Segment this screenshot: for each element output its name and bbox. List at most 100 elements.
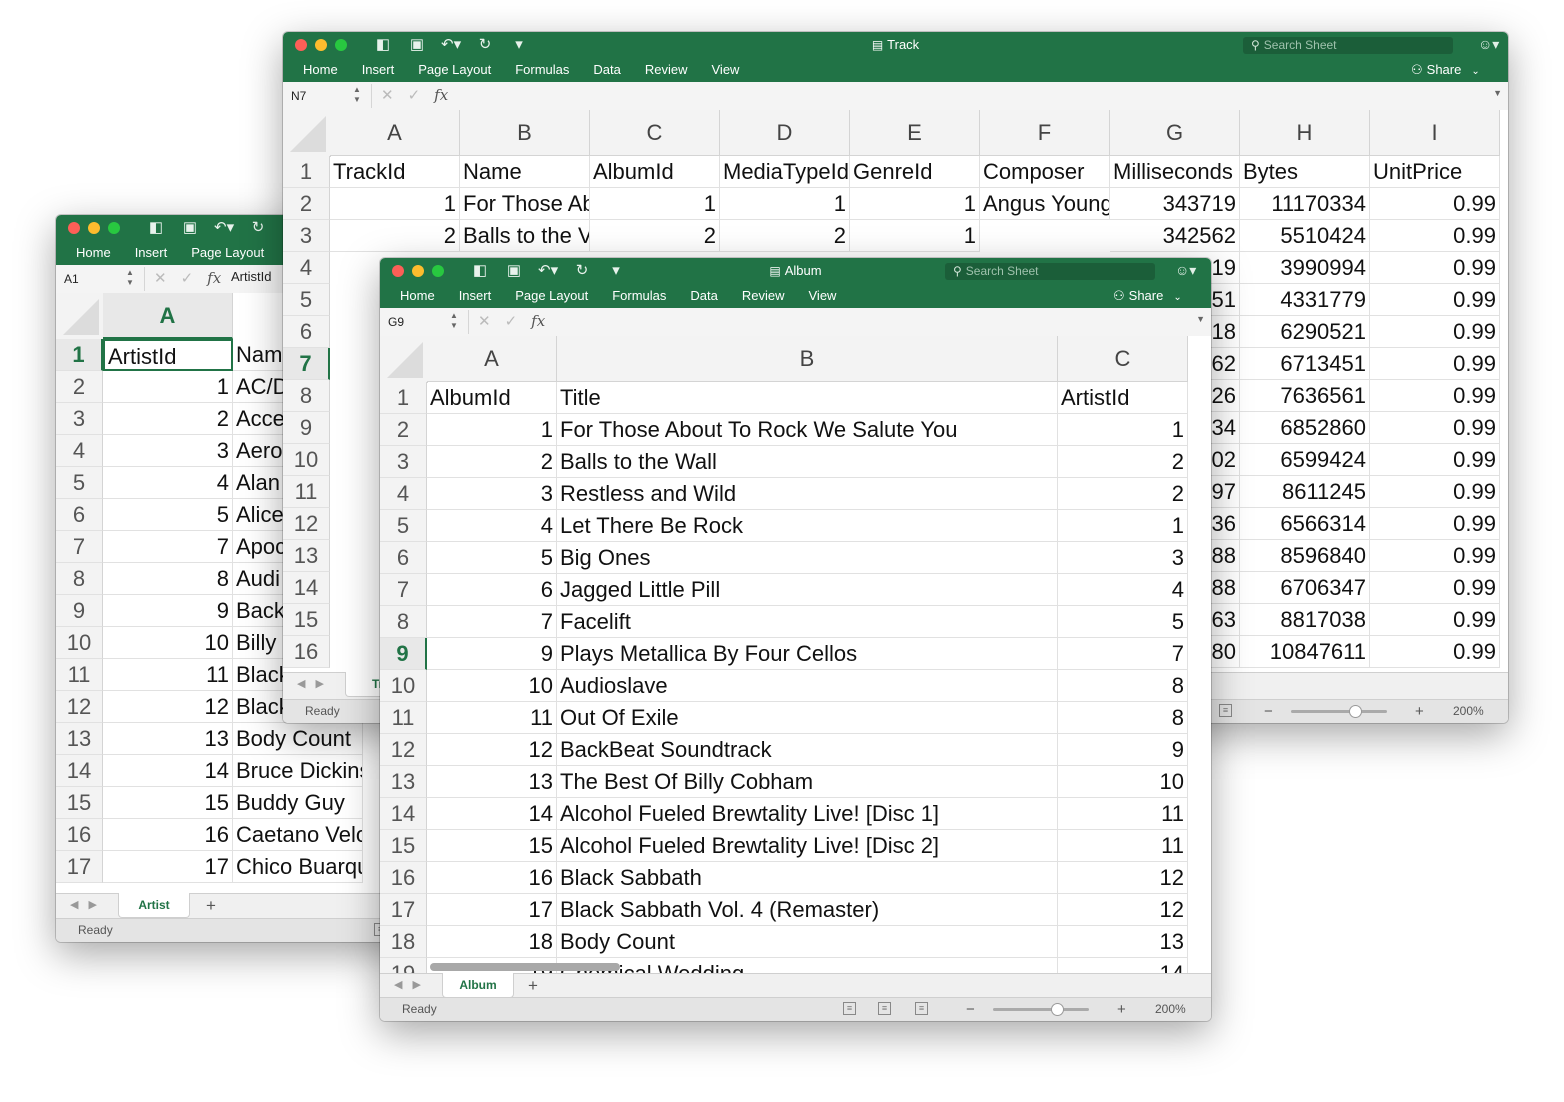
cell[interactable]: 8 <box>1058 670 1188 702</box>
row-header[interactable]: 12 <box>380 734 427 766</box>
cell[interactable]: 10 <box>103 627 233 659</box>
function-icon[interactable]: fx <box>434 86 449 104</box>
select-all-button[interactable] <box>56 293 104 340</box>
save-icon[interactable]: ▣ <box>506 262 522 279</box>
close-button[interactable] <box>295 39 307 51</box>
row-header[interactable]: 2 <box>380 414 427 446</box>
cell[interactable]: 1 <box>590 188 720 220</box>
redo-icon[interactable]: ↻ <box>251 219 265 236</box>
row-header[interactable]: 6 <box>380 542 427 574</box>
sheet-tab-artist[interactable]: Artist <box>118 893 190 918</box>
row-header[interactable]: 14 <box>283 572 330 604</box>
cell[interactable]: 4 <box>103 467 233 499</box>
zoom-out-button[interactable]: − <box>1264 703 1273 720</box>
cell[interactable]: 4 <box>427 510 557 542</box>
cell[interactable]: 6706347 <box>1240 572 1370 604</box>
cell[interactable]: Caetano Velos <box>233 819 363 851</box>
cell[interactable]: For Those About To Rock We Salute You <box>557 414 1058 446</box>
cell[interactable]: 14 <box>103 755 233 787</box>
cell[interactable]: 0.99 <box>1370 636 1500 668</box>
cell[interactable]: 5 <box>427 542 557 574</box>
column-header-G[interactable]: G <box>1110 110 1240 156</box>
row-header[interactable]: 1 <box>380 382 427 414</box>
row-header[interactable]: 18 <box>380 926 427 958</box>
cell[interactable]: Big Ones <box>557 542 1058 574</box>
ribbon-tab-view[interactable]: View <box>808 288 837 303</box>
row-header[interactable]: 15 <box>380 830 427 862</box>
cell[interactable]: ArtistId <box>103 339 233 371</box>
minimize-button[interactable] <box>315 39 327 51</box>
ribbon-tab-insert[interactable]: Insert <box>458 288 492 303</box>
row-header[interactable]: 2 <box>283 188 330 220</box>
zoom-button[interactable] <box>432 265 444 277</box>
row-header[interactable]: 8 <box>380 606 427 638</box>
ribbon-tab-formulas[interactable]: Formulas <box>612 288 667 303</box>
cell[interactable]: 11 <box>1058 798 1188 830</box>
cell[interactable]: 0.99 <box>1370 188 1500 220</box>
column-header-A[interactable]: A <box>427 336 557 382</box>
cell[interactable]: GenreId <box>850 156 980 188</box>
row-header[interactable]: 11 <box>56 659 103 691</box>
cell[interactable]: 0.99 <box>1370 412 1500 444</box>
zoom-in-button[interactable]: + <box>1117 1001 1126 1018</box>
row-header[interactable]: 14 <box>380 798 427 830</box>
add-sheet-button[interactable]: + <box>528 976 538 995</box>
cell[interactable]: 342562 <box>1110 220 1240 252</box>
zoom-button[interactable] <box>108 222 120 234</box>
row-header[interactable]: 16 <box>56 819 103 851</box>
close-button[interactable] <box>68 222 80 234</box>
cell[interactable]: 1 <box>427 414 557 446</box>
cell[interactable]: 8596840 <box>1240 540 1370 572</box>
cell[interactable]: 12 <box>427 734 557 766</box>
cell[interactable]: 7 <box>103 531 233 563</box>
ribbon-tab-page-layout[interactable]: Page Layout <box>191 245 265 260</box>
cell[interactable]: 7636561 <box>1240 380 1370 412</box>
cell[interactable]: 2 <box>330 220 460 252</box>
zoom-in-button[interactable]: + <box>1415 703 1424 720</box>
cell[interactable]: 0.99 <box>1370 220 1500 252</box>
cell[interactable]: 11 <box>103 659 233 691</box>
cell[interactable]: 1 <box>330 188 460 220</box>
chevron-down-icon[interactable]: ⌄ <box>1173 292 1182 303</box>
zoom-out-button[interactable]: − <box>966 1001 975 1018</box>
cell[interactable]: 12 <box>103 691 233 723</box>
column-header-A[interactable]: A <box>330 110 460 156</box>
name-box[interactable]: A1 <box>64 272 79 286</box>
row-header[interactable]: 13 <box>283 540 330 572</box>
undo-icon[interactable]: ↶▾ <box>441 36 462 53</box>
cell[interactable]: UnitPrice <box>1370 156 1500 188</box>
feedback-smiley-icon[interactable]: ☺▾ <box>1175 262 1197 278</box>
cell[interactable]: 2 <box>1058 478 1188 510</box>
minimize-button[interactable] <box>88 222 100 234</box>
chevron-down-icon[interactable]: ⌄ <box>1471 66 1480 77</box>
row-header[interactable]: 2 <box>56 371 103 403</box>
cell[interactable]: 1 <box>850 188 980 220</box>
cell[interactable]: 62 <box>1110 348 1240 380</box>
cell[interactable]: Alcohol Fueled Brewtality Live! [Disc 1] <box>557 798 1058 830</box>
zoom-button[interactable] <box>335 39 347 51</box>
cell[interactable]: 10847611 <box>1240 636 1370 668</box>
cell[interactable]: 13 <box>1058 926 1188 958</box>
sheet-nav-arrows[interactable]: ◀▶ <box>297 678 334 690</box>
row-header[interactable]: 17 <box>380 894 427 926</box>
row-header[interactable]: 1 <box>283 156 330 188</box>
cell[interactable]: Audioslave <box>557 670 1058 702</box>
cancel-icon[interactable]: ✕ <box>381 87 394 104</box>
row-header[interactable]: 4 <box>380 478 427 510</box>
row-header[interactable]: 4 <box>283 252 330 284</box>
column-header-C[interactable]: C <box>1058 336 1188 382</box>
cell[interactable]: Name <box>460 156 590 188</box>
cell[interactable]: 14 <box>427 798 557 830</box>
ribbon-tab-page-layout[interactable]: Page Layout <box>515 288 589 303</box>
row-header[interactable]: 7 <box>56 531 103 563</box>
row-header[interactable]: 16 <box>283 636 330 668</box>
cell[interactable]: 0.99 <box>1370 348 1500 380</box>
cell[interactable]: 7 <box>427 606 557 638</box>
page-layout-view-icon[interactable]: ≡ <box>878 1002 891 1015</box>
cell[interactable]: 3990994 <box>1240 252 1370 284</box>
cell[interactable]: 11170334 <box>1240 188 1370 220</box>
cell[interactable]: 0.99 <box>1370 540 1500 572</box>
cell[interactable]: 8 <box>1058 702 1188 734</box>
ribbon-tab-home[interactable]: Home <box>400 288 435 303</box>
cell[interactable]: Milliseconds <box>1110 156 1240 188</box>
